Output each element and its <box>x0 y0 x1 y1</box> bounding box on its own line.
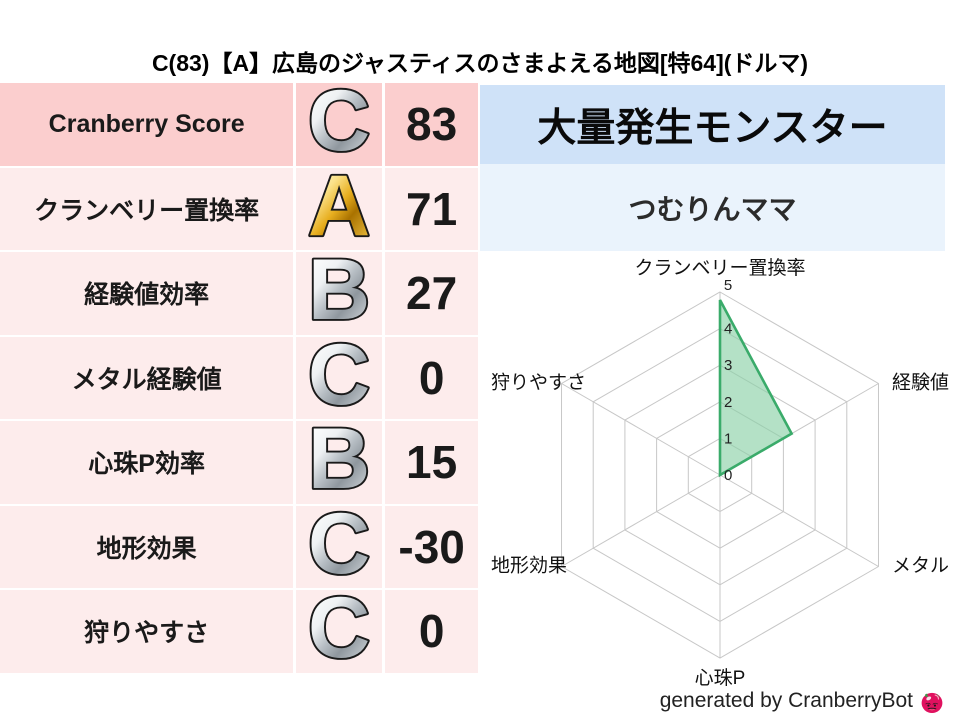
svg-text:狩りやすさ: 狩りやすさ <box>491 372 586 394</box>
svg-text:B: B <box>308 250 370 336</box>
svg-text:経験値: 経験値 <box>892 372 949 394</box>
svg-text:2: 2 <box>724 394 732 411</box>
svg-text:C: C <box>308 588 370 674</box>
svg-text:1: 1 <box>724 430 732 447</box>
svg-text:B: B <box>308 419 370 505</box>
svg-text:クランベリー置換率: クランベリー置換率 <box>634 257 805 279</box>
svg-text:3: 3 <box>724 357 732 374</box>
svg-text:C: C <box>308 335 370 421</box>
svg-text:5: 5 <box>724 277 732 294</box>
svg-text:A: A <box>308 166 370 252</box>
svg-text:4: 4 <box>724 321 732 338</box>
svg-text:メタル: メタル <box>892 555 949 577</box>
svg-text:C: C <box>308 81 370 167</box>
svg-text:心珠P: 心珠P <box>695 667 746 689</box>
svg-text:0: 0 <box>724 467 732 484</box>
svg-text:C: C <box>308 504 370 590</box>
svg-text:地形効果: 地形効果 <box>491 555 567 577</box>
